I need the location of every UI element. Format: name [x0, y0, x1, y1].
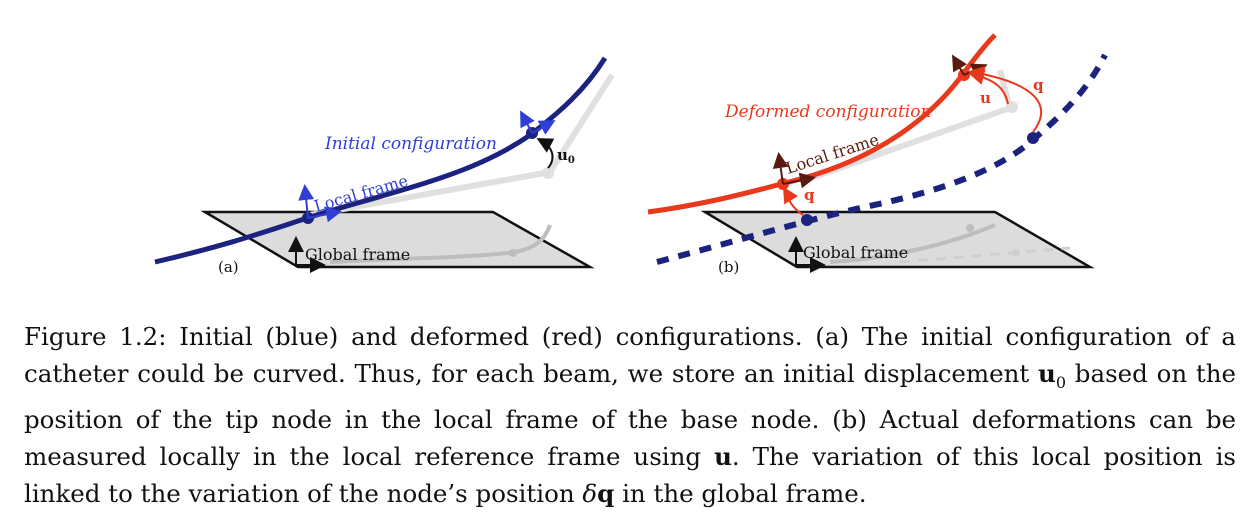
reference-line-b — [799, 69, 1014, 185]
global-frame-label-a: Global frame — [305, 245, 410, 264]
figure: Initial configuration Local frame Global… — [154, 33, 1108, 276]
u0-arc-arrow — [536, 138, 555, 169]
projected-dashed-node — [1012, 249, 1020, 257]
projected-curve — [329, 224, 552, 264]
q-label-tip: q — [1033, 76, 1044, 94]
panel-b: Deformed configuration Local frame Globa… — [647, 33, 1108, 276]
local-frame-arrow-up — [298, 184, 315, 219]
caption-delta: δ — [582, 478, 598, 508]
caption-u: u — [714, 441, 732, 471]
global-frame-label-b: Global frame — [803, 243, 908, 262]
tip-frame-arrow-right — [531, 120, 556, 135]
local-frame-arrow-right-b — [782, 172, 816, 189]
caption-prefix: Figure 1.2: Initial (blue) and deformed … — [24, 322, 1236, 388]
initial-configuration-label: Initial configuration — [324, 134, 497, 154]
deformed-configuration-curve — [647, 33, 997, 215]
base-node-b — [801, 214, 813, 226]
projected-curve-b — [829, 223, 996, 264]
caption-middle2: . The variation of this local position i… — [24, 441, 1236, 508]
panel-a-tag: (a) — [218, 258, 239, 276]
caption-q: q — [597, 478, 615, 508]
local-frame-arrow-right — [307, 206, 342, 223]
u0-label: u0 — [557, 146, 575, 166]
initial-configuration-dashed — [656, 53, 1108, 265]
caption-suffix: in the global frame. — [614, 478, 867, 508]
tip-frame-arrow-up — [520, 110, 535, 134]
tip-frame-arrow-up-b — [951, 54, 967, 76]
initial-configuration-curve — [154, 56, 608, 265]
caption-u0: u — [1038, 359, 1056, 388]
projected-node — [509, 249, 517, 257]
panel-b-tag: (b) — [718, 258, 739, 276]
tip-node-b — [1027, 132, 1039, 144]
u-label: u — [980, 89, 991, 107]
q-arc-tip — [968, 66, 1042, 133]
q-arc-base — [782, 186, 804, 216]
panel-a: Initial configuration Local frame Global… — [154, 56, 615, 276]
caption-middle1: based on the position of the tip node in… — [24, 359, 1236, 471]
projected-node-b — [966, 224, 974, 232]
figure-caption: Figure 1.2: Initial (blue) and deformed … — [24, 318, 1236, 512]
reference-node — [542, 167, 554, 179]
caption-u0-subscript: 0 — [1055, 372, 1067, 392]
deformed-configuration-label: Deformed configuration — [724, 102, 931, 122]
local-frame-arrow-up-b — [772, 152, 789, 185]
q-label-base: q — [804, 186, 815, 204]
local-frame-label-a: Local frame — [312, 171, 410, 216]
reference-node-b — [1006, 101, 1018, 113]
figure-illustration: Initial configuration Local frame Global… — [154, 33, 1108, 276]
